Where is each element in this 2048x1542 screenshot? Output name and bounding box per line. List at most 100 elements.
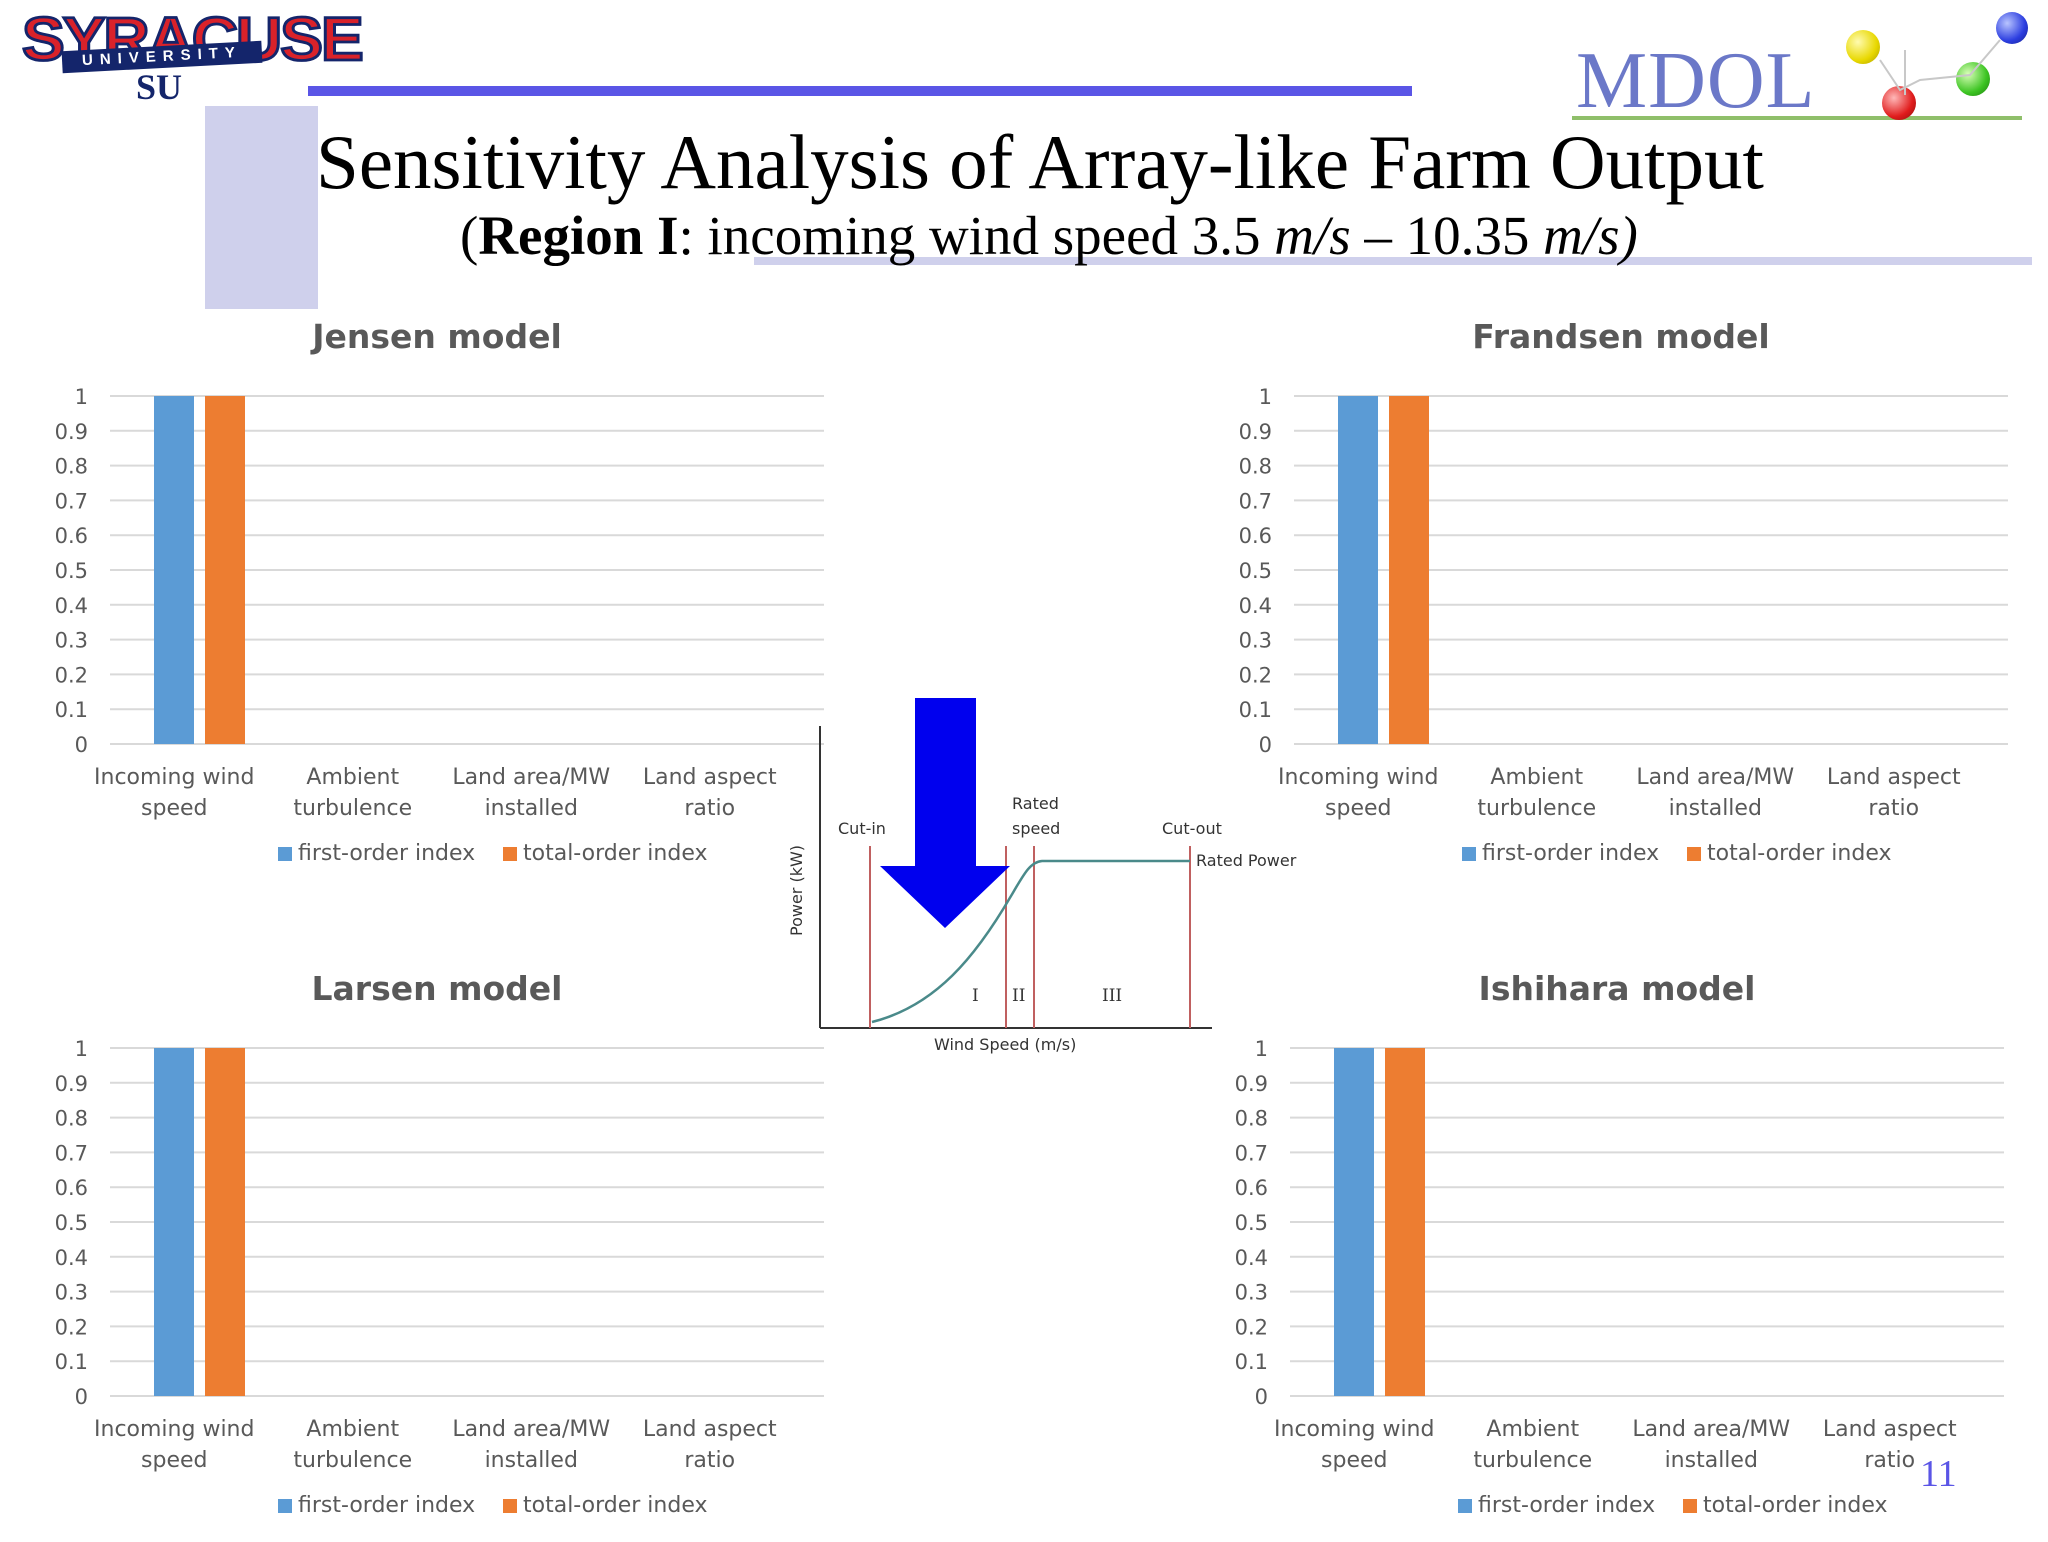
legend-swatch bbox=[1458, 1499, 1472, 1513]
y-tick-label: 0.4 bbox=[55, 1246, 88, 1270]
bar-total-order bbox=[1389, 396, 1429, 744]
bar-total-order bbox=[1385, 1048, 1425, 1396]
x-tick-label: Land aspect bbox=[1827, 765, 1961, 790]
power-curve-line bbox=[871, 859, 1190, 1024]
x-tick-label: turbulence bbox=[293, 796, 412, 821]
chart-svg: Larsen model 0 0.1 0.2 0.3 0.4 0.5 0.6 0.7 0.8 0.9… bbox=[55, 969, 824, 1518]
subtitle-underline-bar bbox=[754, 257, 2032, 265]
x-tick-label: turbulence bbox=[293, 1448, 412, 1473]
molecule-links bbox=[1879, 39, 2001, 95]
x-tick-label: Land area/MW bbox=[452, 1417, 610, 1442]
y-tick-label: 0.5 bbox=[55, 559, 88, 583]
x-tick-label: Land aspect bbox=[643, 1417, 777, 1442]
rated-speed-label-1: Rated bbox=[1012, 794, 1059, 813]
x-tick-label: Land area/MW bbox=[1636, 765, 1794, 790]
y-tick-label: 0.2 bbox=[55, 663, 88, 687]
legend-label: total-order index bbox=[1703, 1493, 1888, 1518]
chart-svg: Frandsen model 0 0.1 0.2 0.3 0.4 0.5 0.6 0.7 0.8 0… bbox=[1239, 317, 2008, 866]
y-tick-label: 0.1 bbox=[55, 698, 88, 722]
mdol-logo: MDOL bbox=[1560, 0, 2048, 130]
green-ball-icon bbox=[1956, 62, 1990, 96]
region-i-label: I bbox=[972, 986, 979, 1006]
y-tick-label: 0.7 bbox=[55, 489, 88, 513]
y-tick-label: 0.9 bbox=[55, 420, 88, 444]
y-tick-label: 0.4 bbox=[1235, 1246, 1268, 1270]
slide-title: Sensitivity Analysis of Array-like Farm … bbox=[316, 119, 1764, 205]
y-tick-label: 0.2 bbox=[55, 1315, 88, 1339]
y-tick-label: 0.3 bbox=[1239, 629, 1272, 653]
x-tick-label: speed bbox=[1325, 796, 1391, 821]
cut-out-label: Cut-out bbox=[1162, 819, 1222, 838]
chart-title: Larsen model bbox=[312, 969, 563, 1008]
power-axis-label: Power (kW) bbox=[787, 845, 806, 936]
su-monogram: SU bbox=[136, 67, 183, 107]
mdol-wordmark: MDOL bbox=[1576, 37, 1816, 125]
syracuse-university-logo: SYRACUSE UNIVERSITY SU bbox=[0, 0, 366, 110]
down-arrow-icon bbox=[880, 698, 1010, 928]
x-tick-label: installed bbox=[485, 796, 578, 821]
bar-total-order bbox=[205, 1048, 245, 1396]
y-tick-label: 1 bbox=[1255, 1037, 1268, 1061]
legend-swatch bbox=[1687, 847, 1701, 861]
region-label: Region I bbox=[478, 205, 679, 266]
rated-power-label: Rated Power bbox=[1196, 851, 1297, 870]
blue-ball-icon bbox=[1996, 12, 2028, 44]
cut-in-label: Cut-in bbox=[838, 819, 886, 838]
y-tick-label: 1 bbox=[75, 385, 88, 409]
x-tick-label: ratio bbox=[1864, 1448, 1915, 1473]
y-tick-label: 0.4 bbox=[1239, 594, 1272, 618]
y-tick-label: 0.2 bbox=[1239, 663, 1272, 687]
region-ii-label: II bbox=[1012, 986, 1025, 1006]
ishihara-model-chart: Ishihara model 0 0.1 0.2 0.3 0.4 0.5 0.6 0.7 0.8 0… bbox=[1220, 962, 2004, 1542]
y-tick-label: 0.6 bbox=[1235, 1176, 1268, 1200]
y-tick-label: 0 bbox=[1255, 1385, 1268, 1409]
y-tick-label: 0.9 bbox=[1235, 1072, 1268, 1096]
y-tick-label: 0.5 bbox=[1239, 559, 1272, 583]
x-tick-label: speed bbox=[1321, 1448, 1387, 1473]
x-tick-label: Land aspect bbox=[1823, 1417, 1957, 1442]
chart-svg: Jensen model 0 0.1 0.2 0.3 0.4 0.5 0.6 0.7 0.8 0.9… bbox=[55, 317, 824, 866]
title-accent-bar bbox=[308, 86, 1412, 96]
windspeed-axis-label: Wind Speed (m/s) bbox=[934, 1035, 1076, 1054]
x-tick-label: Incoming wind bbox=[94, 765, 254, 790]
y-tick-label: 0.7 bbox=[55, 1141, 88, 1165]
legend-swatch bbox=[1683, 1499, 1697, 1513]
x-tick-label: Incoming wind bbox=[1278, 765, 1438, 790]
y-tick-label: 0.1 bbox=[1239, 698, 1272, 722]
chart-svg: Ishihara model 0 0.1 0.2 0.3 0.4 0.5 0.6 0.7 0.8 0… bbox=[1235, 969, 2004, 1518]
x-tick-label: speed bbox=[141, 796, 207, 821]
rated-speed-label-2: speed bbox=[1012, 819, 1060, 838]
chart-title: Frandsen model bbox=[1472, 317, 1769, 356]
x-tick-label: Ambient bbox=[1486, 1417, 1579, 1442]
y-tick-label: 0.8 bbox=[1235, 1107, 1268, 1131]
x-tick-label: Land area/MW bbox=[452, 765, 610, 790]
title-side-block bbox=[205, 106, 318, 309]
y-tick-label: 1 bbox=[75, 1037, 88, 1061]
y-tick-label: 0.1 bbox=[55, 1350, 88, 1374]
x-tick-label: installed bbox=[1669, 796, 1762, 821]
legend-label: first-order index bbox=[298, 841, 475, 866]
bar-first-order bbox=[154, 396, 194, 744]
legend-swatch bbox=[1462, 847, 1476, 861]
x-tick-label: ratio bbox=[684, 796, 735, 821]
x-tick-label: Land area/MW bbox=[1632, 1417, 1790, 1442]
y-tick-label: 0.9 bbox=[55, 1072, 88, 1096]
x-tick-label: Ambient bbox=[306, 1417, 399, 1442]
legend-swatch bbox=[278, 847, 292, 861]
page-number: 11 bbox=[1920, 1453, 1957, 1495]
y-tick-label: 0.5 bbox=[1235, 1211, 1268, 1235]
y-tick-label: 0.8 bbox=[1239, 455, 1272, 479]
x-tick-label: Land aspect bbox=[643, 765, 777, 790]
legend-swatch bbox=[503, 847, 517, 861]
larsen-model-chart: Larsen model 0 0.1 0.2 0.3 0.4 0.5 0.6 0.7 0.8 0.9… bbox=[40, 962, 824, 1542]
bar-first-order bbox=[1334, 1048, 1374, 1396]
x-tick-label: installed bbox=[1665, 1448, 1758, 1473]
legend-label: total-order index bbox=[523, 841, 708, 866]
legend-label: first-order index bbox=[298, 1493, 475, 1518]
y-tick-label: 0 bbox=[1259, 733, 1272, 757]
y-tick-label: 0.2 bbox=[1235, 1315, 1268, 1339]
x-tick-label: turbulence bbox=[1473, 1448, 1592, 1473]
y-tick-label: 0.9 bbox=[1239, 420, 1272, 444]
chart-title: Ishihara model bbox=[1479, 969, 1756, 1008]
y-tick-label: 0 bbox=[75, 1385, 88, 1409]
